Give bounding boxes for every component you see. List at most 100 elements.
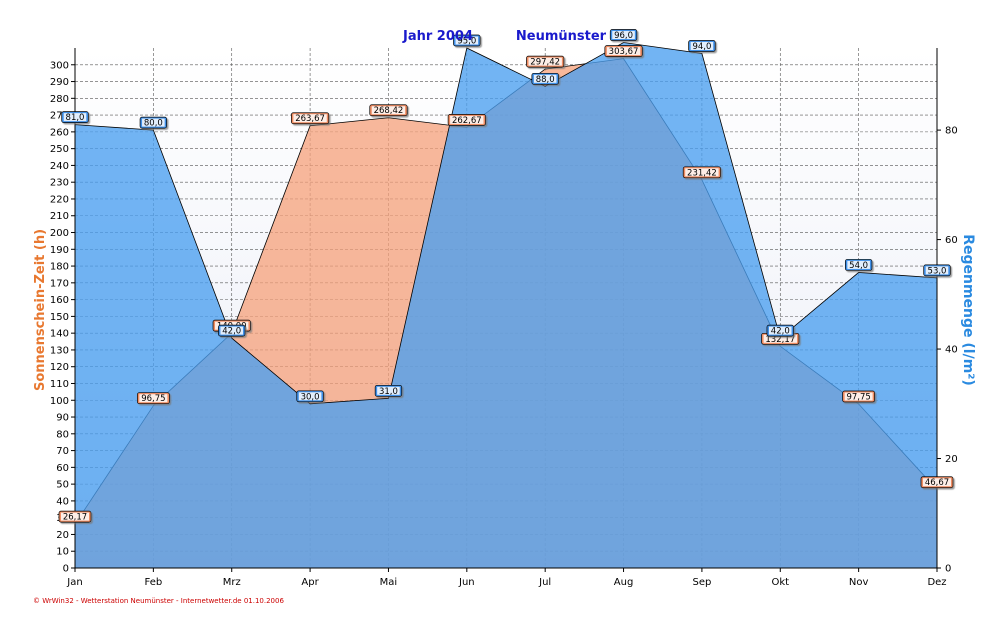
data-label-inner (61, 512, 89, 521)
y-left-tick-label: 20 (56, 530, 69, 541)
y-left-tick-label: 260 (50, 127, 69, 138)
x-tick-label: Okt (771, 577, 789, 588)
y-left-tick-label: 200 (50, 228, 69, 239)
y-right-tick-label: 80 (945, 126, 958, 137)
data-label-regenmenge: 81,0 (61, 111, 89, 123)
data-label-text: 96,0 (614, 31, 633, 41)
data-label-sonnenschein-zeit: 297,42 (526, 55, 565, 68)
data-label-inner (377, 386, 400, 395)
x-tick-label: Jan (66, 577, 82, 588)
y-left-tick-label: 50 (56, 480, 69, 491)
data-label-text: 297,42 (530, 58, 560, 68)
data-label-sonnenschein-zeit: 96,75 (137, 392, 170, 404)
data-label-sonnenschein-zeit: 46,67 (920, 476, 954, 488)
y-left-tick-label: 280 (50, 94, 69, 105)
x-tick-label: Dez (927, 577, 946, 588)
y-left-tick-label: 290 (50, 77, 69, 88)
data-label-regenmenge: 94,0 (688, 40, 716, 52)
data-labels: 26,1796,75140,00263,67268,42262,67297,42… (58, 29, 954, 523)
y-left-tick-label: 70 (56, 446, 69, 457)
chart-title-location: Neumünster (516, 29, 607, 44)
y-left-tick-label: 300 (50, 60, 69, 71)
data-label-inner (847, 260, 870, 269)
data-label-text: 231,42 (687, 168, 717, 178)
y-left-tick-label: 170 (50, 278, 69, 289)
data-label-regenmenge: 80,0 (139, 116, 168, 129)
y-left-tick-label: 130 (50, 345, 69, 356)
x-tick-label: Mrz (223, 577, 241, 588)
data-label-text: 263,67 (295, 114, 325, 124)
data-label-inner (768, 326, 792, 335)
y-left-tick-label: 160 (50, 295, 69, 306)
data-label-text: 262,67 (452, 116, 482, 126)
data-label-inner (298, 392, 322, 401)
x-tick-label: Mai (380, 577, 398, 588)
y-right-tick-label: 60 (945, 235, 958, 246)
y-left-tick-label: 40 (56, 496, 69, 507)
data-label-text: 97,75 (846, 393, 870, 403)
data-label-sonnenschein-zeit: 268,42 (369, 104, 408, 116)
y-left-tick-label: 230 (50, 178, 69, 189)
data-label-text: 132,17 (765, 335, 795, 345)
y-left-tick-label: 150 (50, 312, 69, 323)
data-label-inner (685, 168, 719, 177)
data-label-sonnenschein-zeit: 26,17 (58, 510, 92, 523)
x-tick-label: Apr (301, 577, 319, 588)
y-axis-left-label: Sonnenschein-Zeit (h) (33, 229, 48, 391)
data-label-sonnenschein-zeit: 231,42 (682, 166, 721, 178)
data-label-inner (139, 394, 168, 403)
data-label-regenmenge: 54,0 (844, 259, 873, 271)
x-tick-label: Sep (692, 577, 711, 588)
data-label-inner (450, 115, 484, 124)
data-label-inner (220, 326, 244, 335)
y-right-tick-label: 0 (945, 564, 951, 575)
data-label-text: 96,75 (141, 394, 165, 404)
y-left-tick-label: 120 (50, 362, 69, 373)
x-tick-label: Jul (538, 577, 551, 588)
data-label-regenmenge: 42,0 (766, 324, 794, 337)
y-left-tick-label: 220 (50, 194, 69, 205)
data-label-text: 42,0 (771, 327, 790, 337)
y-left-tick-label: 250 (50, 144, 69, 155)
y-left-tick-label: 90 (56, 413, 69, 424)
data-label-inner (923, 478, 951, 487)
data-label-regenmenge: 96,0 (609, 29, 638, 41)
data-label-text: 31,0 (379, 387, 398, 397)
data-label-sonnenschein-zeit: 303,67 (604, 45, 643, 57)
y-right-tick-label: 40 (945, 345, 958, 356)
x-tick-label: Aug (614, 577, 634, 588)
data-label-text: 54,0 (849, 261, 868, 271)
data-label-inner (528, 57, 562, 66)
data-label-regenmenge: 88,0 (531, 72, 559, 85)
data-label-regenmenge: 42,0 (218, 324, 246, 337)
x-tick-label: Nov (849, 577, 869, 588)
data-label-inner (763, 334, 797, 343)
y-left-tick-label: 0 (63, 564, 69, 575)
y-left-tick-label: 80 (56, 429, 69, 440)
data-label-inner (63, 113, 87, 122)
y-left-tick-label: 60 (56, 463, 69, 474)
data-label-text: 30,0 (301, 392, 320, 402)
series-areas (74, 42, 938, 569)
data-label-text: 80,0 (144, 119, 163, 129)
data-label-inner (844, 392, 873, 401)
y-left-tick-label: 210 (50, 211, 69, 222)
data-label-regenmenge: 53,0 (923, 264, 951, 276)
data-label-text: 88,0 (536, 75, 555, 85)
data-label-text: 26,17 (63, 513, 87, 523)
data-label-inner (606, 47, 641, 56)
y-left-tick-label: 140 (50, 329, 69, 340)
footer-credit: © WrWin32 - Wetterstation Neumünster - I… (33, 597, 284, 605)
data-label-regenmenge: 31,0 (374, 384, 403, 397)
y-left-tick-label: 270 (50, 111, 69, 122)
y-left-tick-label: 190 (50, 245, 69, 256)
x-tick-label: Feb (145, 577, 163, 588)
data-label-regenmenge: 95,0 (453, 34, 481, 47)
data-label-inner (533, 74, 557, 83)
y-left-tick-label: 10 (56, 547, 69, 558)
data-label-inner (371, 106, 406, 115)
y-left-tick-label: 180 (50, 262, 69, 273)
data-label-text: 95,0 (457, 37, 476, 47)
data-label-inner (925, 266, 949, 275)
